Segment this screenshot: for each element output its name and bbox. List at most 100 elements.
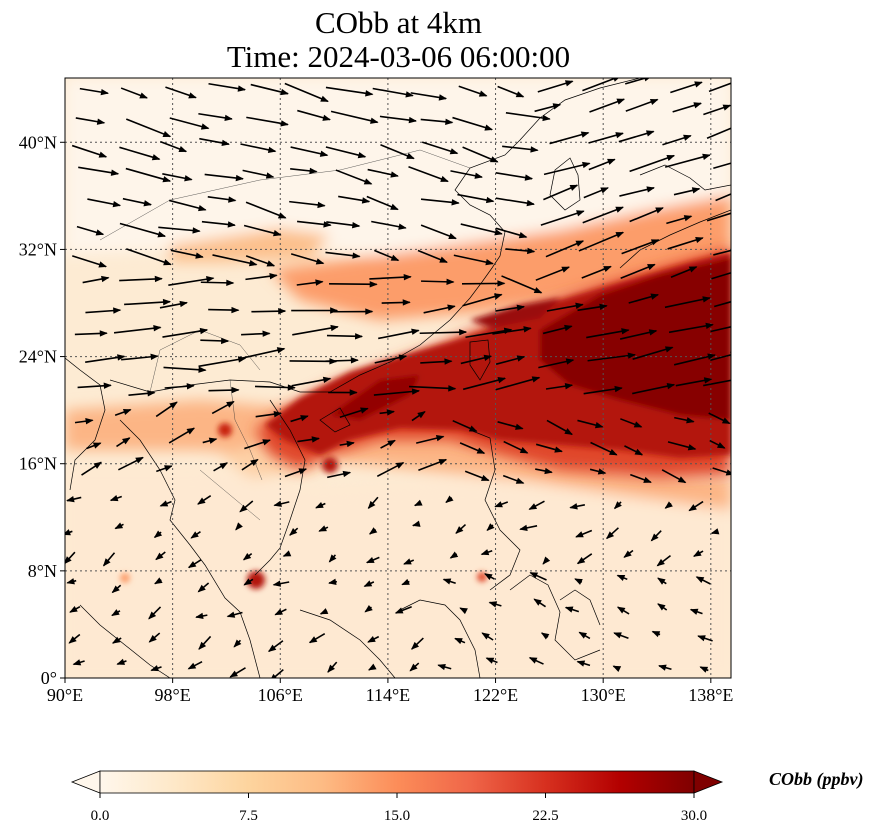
wind-arrow xyxy=(495,227,528,239)
wind-arrow xyxy=(620,263,656,279)
wind-arrow xyxy=(492,326,532,335)
wind-arrow xyxy=(666,215,693,225)
y-tick-label: 40°N xyxy=(19,132,57,152)
wind-arrow xyxy=(374,354,408,364)
wind-arrow xyxy=(632,383,676,395)
wind-arrow xyxy=(462,146,499,163)
wind-arrow xyxy=(213,462,229,472)
wind-arrow xyxy=(673,353,716,366)
map-frame xyxy=(64,77,732,679)
wind-arrow xyxy=(77,382,112,389)
wind-arrow xyxy=(251,307,287,315)
wind-arrow xyxy=(485,657,498,664)
wind-arrow xyxy=(675,377,713,387)
wind-arrow xyxy=(245,255,276,267)
wind-arrow xyxy=(208,82,246,92)
wind-arrow xyxy=(461,280,506,287)
wind-arrow xyxy=(664,501,673,509)
wind-arrow xyxy=(535,443,563,453)
wind-arrow xyxy=(481,632,494,641)
wind-arrow xyxy=(538,358,575,369)
wind-arrow xyxy=(672,102,702,113)
wind-arrow xyxy=(616,606,630,615)
wind-arrow xyxy=(244,439,271,450)
wind-arrow xyxy=(68,633,81,644)
x-tick-label: 138°E xyxy=(688,685,733,705)
wind-arrow xyxy=(242,169,275,179)
wind-arrow xyxy=(542,324,573,335)
wind-arrow xyxy=(494,501,509,508)
wind-arrow xyxy=(327,661,338,673)
wind-arrow xyxy=(160,140,188,153)
map-title: CObb at 4km xyxy=(314,5,483,40)
wind-arrow xyxy=(583,187,609,199)
wind-arrow xyxy=(273,500,290,507)
wind-arrow xyxy=(290,415,309,423)
wind-arrow xyxy=(328,554,337,563)
wind-arrow xyxy=(540,210,585,226)
wind-arrow xyxy=(621,239,660,255)
wind-arrow xyxy=(292,324,339,336)
wind-arrow xyxy=(102,552,116,567)
wind-arrow xyxy=(624,445,644,456)
wind-arrow xyxy=(667,236,704,250)
y-tick-label: 16°N xyxy=(19,454,57,474)
wind-arrow xyxy=(420,358,453,365)
wind-arrow xyxy=(699,666,709,673)
wind-arrow xyxy=(664,296,711,309)
wind-arrow xyxy=(519,524,538,531)
colorbar-label: CObb (ppbv) xyxy=(769,769,864,789)
wind-arrow xyxy=(365,556,380,564)
wind-arrow xyxy=(374,249,400,262)
wind-arrow xyxy=(155,551,166,561)
wind-arrow xyxy=(76,225,105,236)
wind-arrow xyxy=(588,158,616,171)
wind-arrow xyxy=(413,499,423,507)
wind-arrow xyxy=(459,442,486,455)
wind-arrow xyxy=(297,109,331,121)
wind-arrow xyxy=(587,352,636,362)
wind-arrow xyxy=(65,551,76,565)
wind-arrow xyxy=(114,408,132,416)
wind-arrow xyxy=(708,412,731,425)
wind-arrow xyxy=(411,411,426,422)
wind-arrow xyxy=(155,401,178,418)
wind-arrow xyxy=(713,162,731,170)
wind-arrow xyxy=(453,254,494,266)
wind-arrow xyxy=(711,271,731,280)
wind-arrow xyxy=(78,166,120,176)
wind-arrow xyxy=(462,293,503,307)
colorbar-tick-label: 15.0 xyxy=(384,808,410,824)
wind-arrow xyxy=(501,275,543,294)
wind-arrow xyxy=(662,134,692,146)
wind-arrow xyxy=(715,193,731,202)
wind-arrow xyxy=(289,527,299,536)
wind-arrow xyxy=(412,520,421,527)
wind-arrow xyxy=(590,441,618,456)
wind-arrow xyxy=(274,608,287,616)
y-tick-label: 0° xyxy=(41,668,57,688)
wind-arrow xyxy=(581,265,612,279)
wind-arrow xyxy=(403,558,415,565)
wind-arrow xyxy=(148,606,162,620)
wind-arrow xyxy=(69,605,81,613)
wind-arrow xyxy=(632,346,674,360)
wind-arrow xyxy=(418,458,448,471)
wind-arrow xyxy=(656,554,671,567)
wind-arrow xyxy=(564,606,580,613)
wind-arrow xyxy=(367,168,399,178)
wind-arrow xyxy=(693,550,704,557)
wind-arrow xyxy=(118,456,144,471)
wind-arrow xyxy=(198,635,212,650)
wind-arrow xyxy=(455,523,467,534)
wind-arrow xyxy=(200,279,235,287)
wind-arrow xyxy=(330,308,374,315)
wind-arrow xyxy=(120,87,148,99)
wind-arrow xyxy=(420,198,460,206)
wind-arrow xyxy=(187,661,203,670)
wind-arrow xyxy=(121,353,159,361)
wind-arrow xyxy=(416,435,445,444)
wind-arrow xyxy=(297,436,320,443)
wind-arrow xyxy=(620,418,643,428)
wind-arrow xyxy=(66,495,82,503)
